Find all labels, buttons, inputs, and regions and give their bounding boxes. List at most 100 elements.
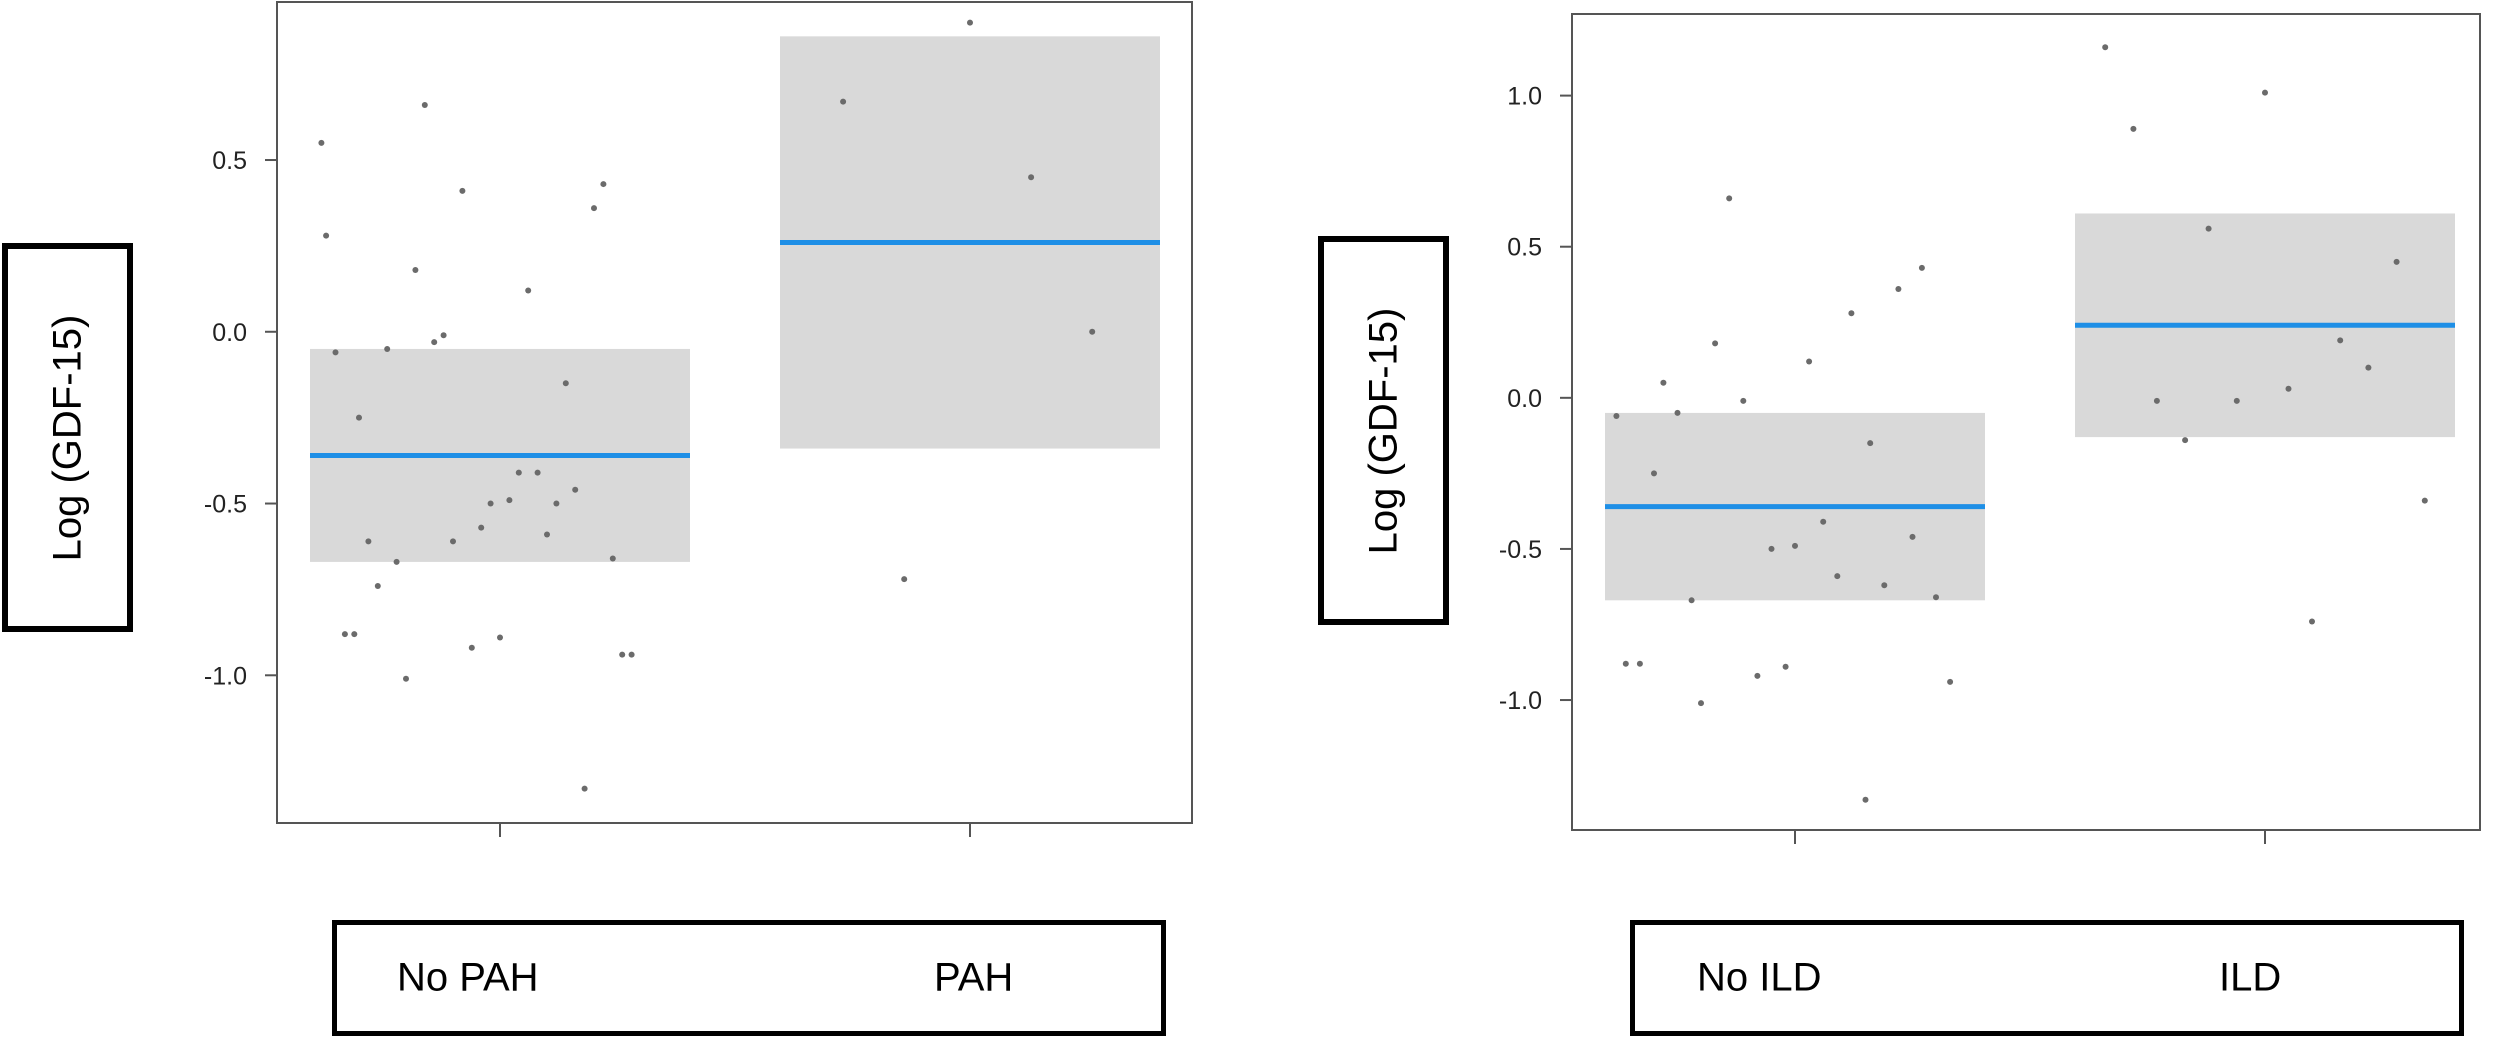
data-point	[440, 332, 447, 339]
data-point	[544, 531, 550, 538]
xlabel-box-right: No ILD ILD	[1630, 920, 2464, 1036]
y-tick-label: 0.5	[212, 147, 247, 175]
data-point	[1881, 582, 1888, 589]
data-point	[619, 651, 626, 658]
data-point	[318, 139, 325, 146]
data-point	[365, 538, 372, 545]
data-point	[1820, 518, 1827, 525]
data-point	[1862, 796, 1869, 803]
data-point	[356, 414, 362, 421]
data-point	[1895, 286, 1902, 293]
data-point	[2337, 337, 2344, 344]
data-point	[1028, 174, 1035, 181]
data-point	[384, 345, 391, 352]
data-point	[2285, 385, 2292, 392]
chart-gdf15-by-pah: -1.0 -0.5 0.0 0.5	[204, 1, 1193, 837]
data-point	[1712, 340, 1719, 347]
data-point	[1806, 358, 1813, 365]
xlabel-box-left: No PAH PAH	[332, 920, 1166, 1036]
data-point	[1768, 545, 1775, 552]
ylabel-left: Log (GDF-15)	[45, 314, 89, 561]
data-point	[967, 19, 973, 26]
data-point	[412, 266, 419, 273]
data-point	[1867, 440, 1874, 447]
data-point	[1834, 573, 1841, 580]
ylabel-right: Log (GDF-15)	[1361, 307, 1405, 554]
data-point	[478, 524, 485, 531]
data-point	[1636, 660, 1643, 667]
data-point	[591, 205, 597, 212]
data-point	[2262, 89, 2268, 96]
data-point	[459, 187, 466, 194]
data-point	[1754, 672, 1761, 679]
data-point	[600, 181, 607, 188]
data-point	[1622, 660, 1629, 667]
data-point	[393, 558, 400, 565]
data-point	[1688, 597, 1695, 604]
y-tick-label: -1.0	[204, 662, 247, 690]
data-point	[609, 555, 616, 562]
data-point	[2393, 258, 2400, 265]
data-point	[1782, 663, 1789, 670]
data-point	[572, 486, 579, 493]
data-point	[1698, 700, 1704, 707]
data-point	[1947, 678, 1954, 685]
category-label-pah: PAH	[934, 955, 1014, 1000]
data-point	[1909, 533, 1916, 540]
data-point	[1792, 542, 1798, 549]
y-tick-label: -1.0	[1499, 687, 1542, 715]
data-point	[1933, 594, 1939, 601]
data-point	[534, 469, 541, 476]
data-point	[2102, 44, 2109, 51]
data-point	[323, 232, 330, 239]
data-point	[1660, 379, 1667, 386]
ylabel-box-right: Log (GDF-15)	[1318, 236, 1449, 625]
data-point	[1918, 264, 1925, 271]
data-point	[341, 631, 348, 638]
data-point	[840, 98, 847, 105]
data-point	[2153, 397, 2160, 404]
data-point	[487, 500, 494, 507]
data-point	[2205, 225, 2212, 232]
data-point	[497, 634, 503, 641]
category-label-no-ild: No ILD	[1697, 955, 1822, 1000]
data-point	[1674, 409, 1681, 416]
data-point	[1613, 412, 1620, 419]
data-point	[525, 287, 532, 294]
data-point	[2130, 125, 2137, 132]
data-point	[431, 339, 438, 346]
data-point	[562, 380, 569, 387]
data-point	[581, 785, 588, 792]
data-point	[2309, 618, 2315, 625]
data-point	[515, 469, 522, 476]
data-point	[1848, 310, 1855, 317]
data-point	[1740, 397, 1747, 404]
data-point	[1651, 470, 1657, 477]
y-tick-label: 1.0	[1507, 83, 1542, 111]
data-point	[628, 651, 635, 658]
data-point	[2365, 364, 2372, 371]
data-point	[2233, 397, 2240, 404]
data-point	[351, 631, 358, 638]
category-label-ild: ILD	[2219, 955, 2282, 1000]
data-point	[403, 675, 409, 682]
data-point	[1089, 328, 1096, 335]
chart-gdf15-by-ild: -1.0 -0.5 0.0 0.5 1.0	[1499, 13, 2481, 844]
y-tick-label: 0.0	[212, 319, 247, 347]
data-point	[901, 576, 908, 583]
data-point	[421, 102, 428, 109]
y-tick-label: -0.5	[1499, 536, 1542, 564]
data-point	[374, 582, 381, 589]
data-point	[2421, 497, 2428, 504]
data-point	[332, 349, 339, 356]
data-point	[2182, 437, 2189, 444]
y-tick-label: -0.5	[204, 491, 247, 519]
data-point	[1726, 195, 1733, 202]
category-label-no-pah: No PAH	[397, 955, 539, 1000]
ylabel-box-left: Log (GDF-15)	[2, 243, 133, 632]
y-tick-label: 0.5	[1507, 234, 1542, 262]
data-point	[506, 497, 513, 504]
data-point	[468, 644, 475, 651]
y-tick-label: 0.0	[1507, 385, 1542, 413]
